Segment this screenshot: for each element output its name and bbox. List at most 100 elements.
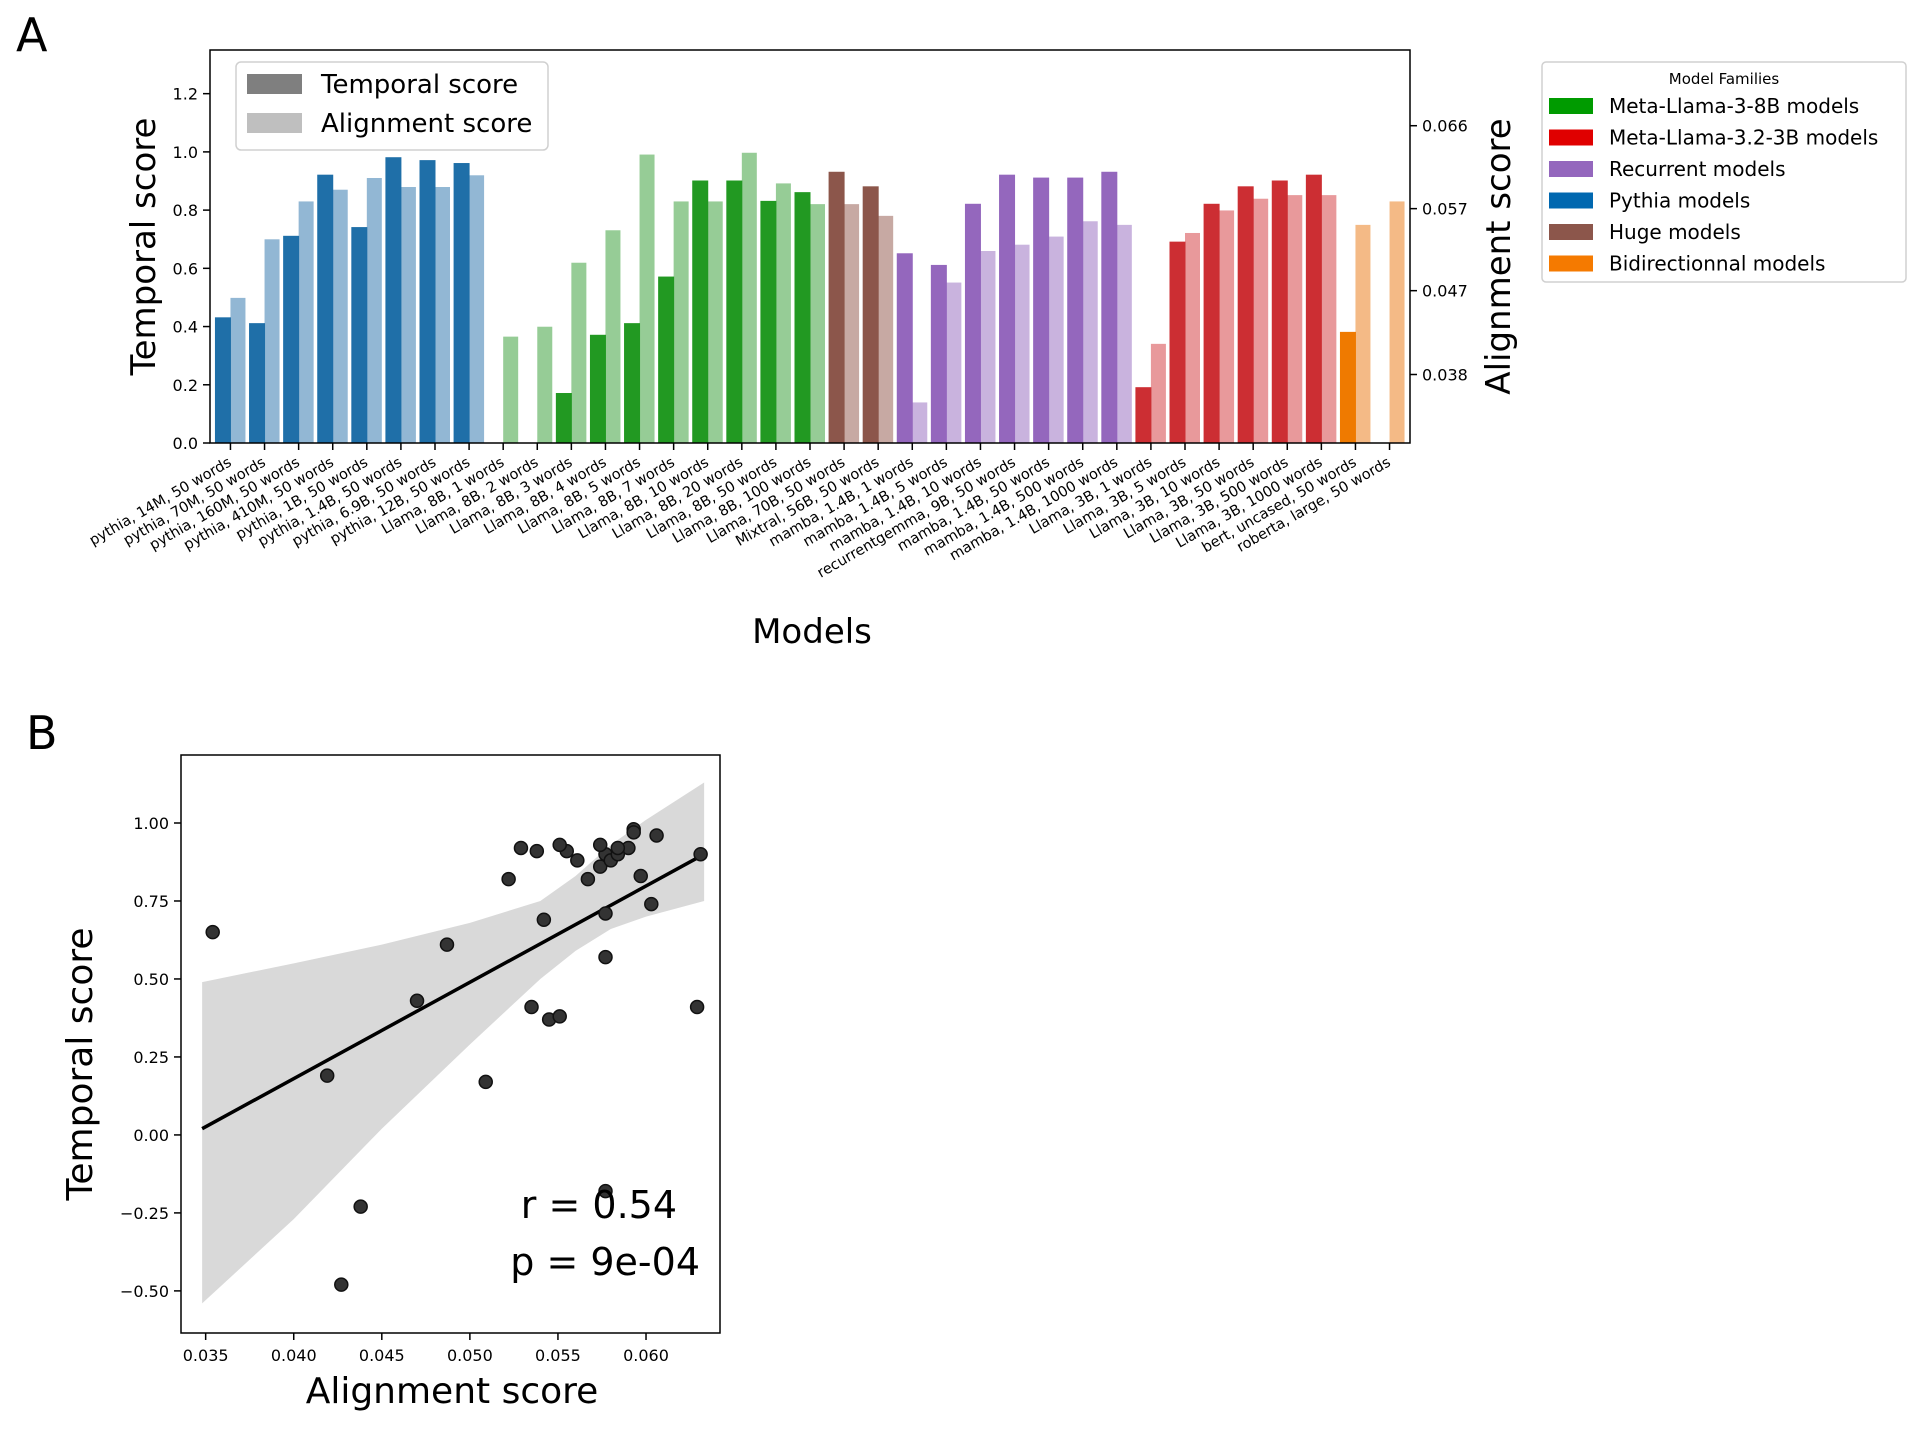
alignment-bar	[1389, 201, 1405, 443]
scatter-point	[524, 999, 539, 1015]
x-tick-label: 0.040	[271, 1346, 317, 1365]
alignment-bar	[1048, 236, 1064, 443]
scatter-point	[626, 825, 641, 840]
y-tick-label: 0.8	[173, 201, 198, 220]
alignment-bar	[469, 175, 485, 443]
alignment-bar	[673, 201, 689, 443]
y-tick-label: 0.4	[173, 318, 198, 337]
alignment-bar	[503, 336, 519, 443]
alignment-bar	[1014, 244, 1030, 443]
alignment-bar	[810, 204, 825, 443]
legend-label: Pythia models	[1609, 189, 1750, 213]
x-tick-label: 0.035	[183, 1346, 229, 1365]
legend-families: Model Families Meta-Llama-3-8B models Meta…	[1541, 61, 1907, 283]
scatter-point	[644, 896, 659, 912]
legend-label: Huge models	[1609, 220, 1741, 244]
legend-swatch	[1549, 98, 1593, 114]
panel-a-letter: A	[16, 8, 48, 62]
legend-score: Temporal score Alignment score	[235, 61, 549, 151]
scatter-point	[334, 1277, 349, 1292]
alignment-bar	[946, 282, 962, 443]
alignment-bar	[1185, 232, 1200, 443]
plot-frame	[180, 754, 721, 1334]
y-right-tick-label: 0.038	[1422, 365, 1468, 384]
y-right-tick-label: 0.066	[1422, 117, 1468, 136]
scatter-point	[649, 828, 664, 843]
legend-swatch	[1549, 161, 1593, 177]
alignment-bar	[332, 189, 348, 443]
alignment-bar	[298, 201, 314, 443]
y-tick-label: 0.75	[133, 892, 169, 911]
scatter-point	[689, 999, 705, 1015]
alignment-bar	[1287, 195, 1303, 443]
panel-b-letter: B	[26, 706, 58, 760]
alignment-bar	[400, 187, 416, 443]
y-tick-label: 0.25	[133, 1048, 169, 1067]
scatter-point	[552, 1009, 567, 1024]
y-tick-label: 0.6	[173, 259, 198, 278]
scatter-point	[478, 1074, 493, 1090]
alignment-bar	[1219, 210, 1235, 443]
alignment-bar	[605, 230, 621, 443]
legend-label: Recurrent models	[1609, 157, 1786, 181]
scatter-point	[693, 846, 708, 862]
legend-title: Model Families	[1669, 70, 1780, 88]
scatter-point	[529, 843, 545, 859]
y-tick-label: 0.50	[133, 970, 169, 989]
legend-label: Bidirectionnal models	[1609, 252, 1825, 276]
scatter-point	[592, 859, 608, 874]
scatter-point	[598, 949, 613, 965]
alignment-bar	[1082, 221, 1098, 443]
y-tick-label: −0.50	[120, 1282, 169, 1301]
alignment-bar	[1150, 343, 1166, 443]
alignment-bar	[878, 215, 894, 443]
alignment-bar	[980, 251, 996, 443]
alignment-bar	[775, 183, 791, 443]
x-tick-label: 0.050	[447, 1346, 493, 1365]
y-tick-label: −0.25	[120, 1204, 169, 1223]
scatter-point	[353, 1199, 368, 1214]
legend-box	[235, 61, 549, 151]
scatter-point	[610, 840, 626, 856]
legend-swatch	[1549, 224, 1593, 240]
alignment-bar	[537, 326, 553, 443]
y-axis-label: Temporal score	[124, 118, 164, 377]
scatter-point	[592, 837, 608, 853]
scatter-point	[536, 912, 552, 927]
x-axis-label: Models	[752, 612, 872, 652]
legend-swatch	[247, 74, 302, 94]
alignment-bar	[571, 262, 587, 443]
y-tick-label: 0.2	[173, 376, 198, 395]
y-right-axis-label: Alignment score	[1479, 118, 1519, 394]
y-axis-label: Temporal score	[60, 927, 101, 1201]
scatter-point	[633, 868, 648, 884]
alignment-bar	[1253, 198, 1269, 443]
alignment-bar	[912, 402, 928, 443]
alignment-bar	[1116, 224, 1132, 443]
legend-label: Meta-Llama-3.2-3B models	[1609, 126, 1878, 150]
regression-line	[201, 852, 705, 1131]
correlation-p-text: p = 9e-04	[510, 1240, 700, 1284]
legend-box	[1541, 61, 1907, 283]
x-tick-label: 0.055	[535, 1346, 581, 1365]
legend-label: Alignment score	[321, 109, 532, 139]
y-tick-label: 0.0	[173, 434, 198, 453]
legend-swatch	[1549, 255, 1593, 272]
scatter-point	[205, 924, 220, 940]
x-tick-label: 0.045	[359, 1346, 405, 1365]
alignment-bar	[1355, 224, 1371, 443]
scatter-point	[513, 840, 529, 856]
scatter-point	[598, 906, 613, 921]
scatter-point	[501, 871, 516, 887]
scatter-point	[598, 1183, 613, 1199]
y-right-tick-label: 0.047	[1422, 282, 1468, 301]
alignment-bar	[264, 239, 280, 443]
alignment-bar	[435, 187, 450, 443]
y-tick-label: 1.0	[173, 143, 198, 162]
legend-label: Meta-Llama-3-8B models	[1609, 94, 1859, 118]
plot-frame	[209, 49, 1411, 444]
alignment-bar	[639, 154, 655, 443]
scatter-point	[570, 853, 585, 868]
